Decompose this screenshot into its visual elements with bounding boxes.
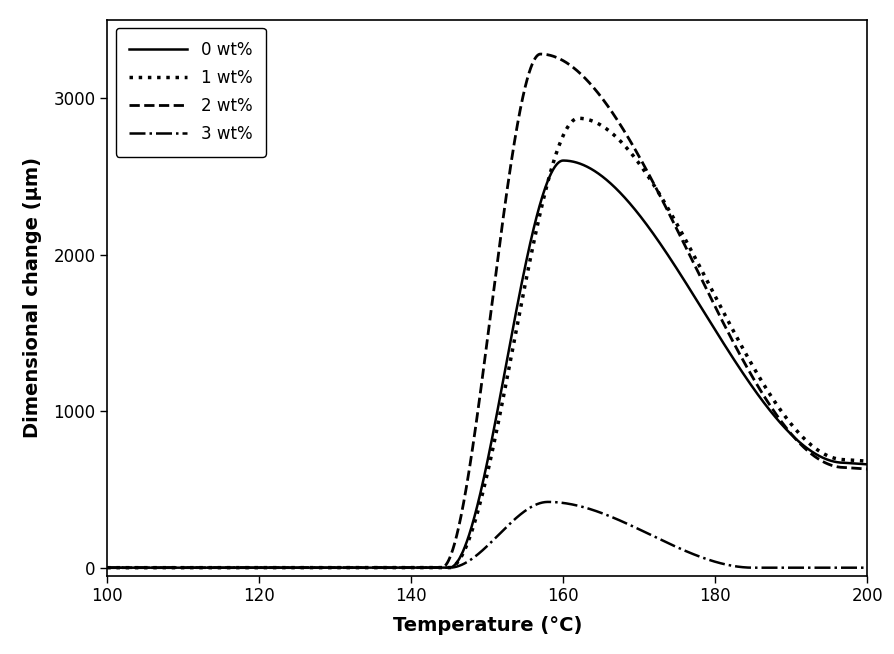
0 wt% [558,156,569,164]
0 wt% [862,460,873,468]
X-axis label: Temperature (°C): Temperature (°C) [392,617,582,636]
2 wt% [426,564,437,572]
3 wt% [102,564,113,572]
1 wt% [426,564,437,572]
3 wt% [862,564,873,572]
Y-axis label: Dimensional change (μm): Dimensional change (μm) [23,157,42,438]
1 wt% [189,564,199,572]
1 wt% [862,457,873,465]
2 wt% [393,564,404,572]
3 wt% [848,564,858,572]
Line: 1 wt%: 1 wt% [107,118,867,568]
3 wt% [393,564,404,572]
0 wt% [102,564,113,572]
0 wt% [848,459,858,467]
1 wt% [573,114,584,122]
0 wt% [393,564,404,572]
2 wt% [765,402,776,410]
3 wt% [233,564,244,572]
Line: 2 wt%: 2 wt% [107,54,867,568]
Line: 3 wt%: 3 wt% [107,502,867,568]
0 wt% [189,564,199,572]
1 wt% [393,564,404,572]
1 wt% [765,392,776,400]
2 wt% [848,464,858,472]
3 wt% [765,564,776,572]
3 wt% [189,564,199,572]
2 wt% [862,465,873,473]
2 wt% [189,564,199,572]
0 wt% [233,564,244,572]
Legend: 0 wt%, 1 wt%, 2 wt%, 3 wt%: 0 wt%, 1 wt%, 2 wt%, 3 wt% [115,28,266,156]
2 wt% [536,50,546,58]
1 wt% [102,564,113,572]
0 wt% [426,564,437,572]
2 wt% [102,564,113,572]
1 wt% [233,564,244,572]
3 wt% [543,498,553,506]
1 wt% [848,456,858,464]
2 wt% [233,564,244,572]
Line: 0 wt%: 0 wt% [107,160,867,568]
3 wt% [426,564,437,572]
0 wt% [765,407,776,415]
